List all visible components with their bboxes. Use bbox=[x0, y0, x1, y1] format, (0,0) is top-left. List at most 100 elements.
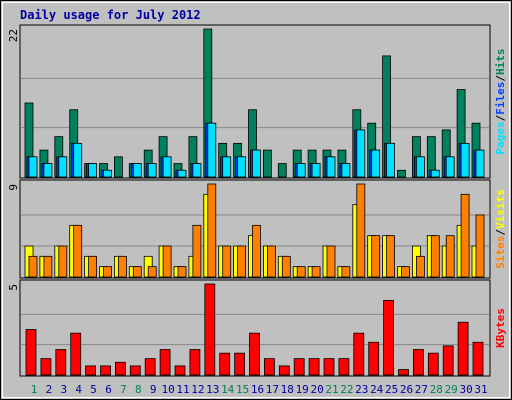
bar bbox=[475, 149, 485, 178]
bar bbox=[371, 235, 381, 278]
x-tick-label: 25 bbox=[385, 383, 398, 396]
bar bbox=[338, 358, 350, 376]
x-tick-label: 17 bbox=[266, 383, 279, 396]
x-tick-label: 11 bbox=[176, 383, 189, 396]
bar bbox=[237, 245, 247, 278]
bar bbox=[58, 245, 68, 278]
bar bbox=[457, 321, 469, 376]
bar bbox=[144, 358, 156, 376]
legend: Pages/Files/Hits bbox=[494, 49, 507, 155]
x-tick-label: 5 bbox=[90, 383, 97, 396]
bar bbox=[311, 266, 321, 278]
bar bbox=[88, 255, 97, 278]
x-tick-label: 29 bbox=[445, 383, 458, 396]
bar bbox=[397, 169, 406, 178]
x-tick-label: 28 bbox=[430, 383, 443, 396]
x-tick-label: 9 bbox=[150, 383, 157, 396]
bar bbox=[460, 142, 470, 178]
bar bbox=[475, 214, 485, 278]
legend-entry: Sites bbox=[494, 236, 507, 269]
x-tick-label: 31 bbox=[474, 383, 487, 396]
y-tick-label: 5 bbox=[7, 284, 20, 291]
bar bbox=[85, 365, 96, 376]
bar bbox=[263, 358, 275, 376]
bar bbox=[442, 345, 454, 376]
bar bbox=[311, 163, 321, 178]
bar bbox=[222, 156, 232, 178]
bar bbox=[386, 235, 396, 278]
x-tick-label: 10 bbox=[161, 383, 174, 396]
bar bbox=[326, 245, 336, 278]
bar bbox=[341, 266, 351, 278]
bar bbox=[277, 163, 287, 178]
legend: KBytes bbox=[494, 308, 507, 348]
bar bbox=[28, 156, 38, 178]
bar bbox=[25, 329, 37, 376]
bar bbox=[103, 266, 112, 278]
bar bbox=[326, 156, 336, 178]
bar bbox=[55, 349, 67, 376]
bar bbox=[132, 266, 142, 278]
bar bbox=[252, 224, 261, 278]
bar bbox=[207, 183, 217, 278]
x-tick-label: 16 bbox=[251, 383, 264, 396]
bar bbox=[132, 163, 142, 178]
bar bbox=[262, 149, 272, 178]
x-tick-label: 26 bbox=[400, 383, 413, 396]
legend-entry: KBytes bbox=[494, 308, 507, 348]
bar bbox=[162, 245, 172, 278]
bar bbox=[159, 349, 171, 376]
legend-entry: Hits bbox=[494, 49, 507, 76]
bar bbox=[296, 163, 306, 178]
x-tick-label: 3 bbox=[60, 383, 67, 396]
bar bbox=[43, 255, 53, 278]
bar bbox=[308, 358, 320, 376]
bar bbox=[430, 235, 440, 278]
bar bbox=[43, 163, 53, 178]
bar bbox=[40, 358, 52, 376]
bar bbox=[296, 266, 306, 278]
bar bbox=[192, 163, 202, 178]
x-tick-label: 14 bbox=[221, 383, 235, 396]
bar bbox=[266, 245, 276, 278]
legend-entry: Files bbox=[494, 82, 507, 115]
x-tick-label: 1 bbox=[31, 383, 38, 396]
x-tick-label: 27 bbox=[415, 383, 428, 396]
legend-separator: / bbox=[494, 114, 507, 121]
x-tick-label: 21 bbox=[325, 383, 338, 396]
bar bbox=[118, 255, 127, 278]
bar bbox=[114, 156, 123, 178]
bar bbox=[252, 149, 261, 178]
bar bbox=[177, 169, 187, 178]
bar bbox=[415, 255, 425, 278]
bar bbox=[219, 352, 231, 376]
bar bbox=[207, 122, 217, 178]
bar bbox=[249, 332, 260, 376]
bar bbox=[192, 224, 202, 278]
bar bbox=[73, 224, 83, 278]
x-tick-label: 12 bbox=[191, 383, 204, 396]
x-tick-label: 13 bbox=[206, 383, 219, 396]
bar bbox=[386, 142, 396, 178]
bar bbox=[222, 245, 232, 278]
y-tick-label: 22 bbox=[7, 29, 20, 42]
bar bbox=[278, 365, 290, 376]
bar bbox=[383, 299, 395, 376]
bar bbox=[445, 235, 455, 278]
legend: Sites/Visits bbox=[494, 189, 507, 269]
bar bbox=[401, 266, 410, 278]
bar bbox=[28, 255, 38, 278]
bar bbox=[460, 193, 470, 278]
x-tick-label: 19 bbox=[296, 383, 309, 396]
bar bbox=[100, 365, 111, 376]
bar bbox=[88, 163, 97, 178]
x-tick-label: 4 bbox=[75, 383, 82, 396]
x-tick-label: 23 bbox=[355, 383, 368, 396]
bar bbox=[371, 149, 381, 178]
bar bbox=[174, 365, 186, 376]
bar bbox=[177, 266, 187, 278]
x-tick-label: 18 bbox=[281, 383, 294, 396]
bar bbox=[237, 156, 247, 178]
x-tick-label: 20 bbox=[310, 383, 323, 396]
